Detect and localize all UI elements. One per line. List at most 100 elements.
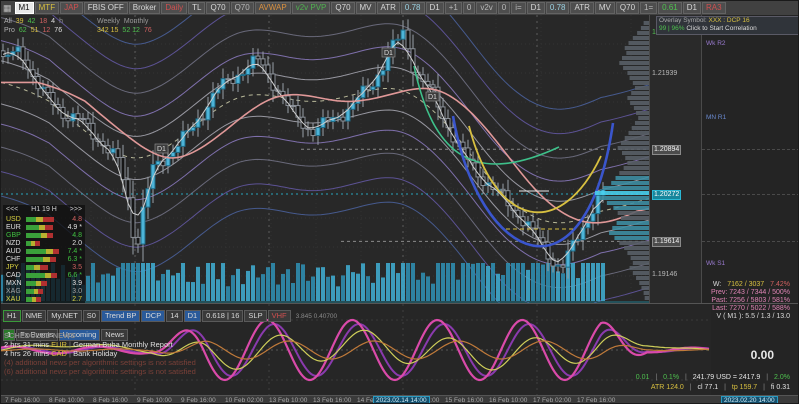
strength-value: 3.0 (72, 287, 82, 295)
indicator-button-d1[interactable]: D1 (183, 310, 202, 322)
toolbar-button-0-78[interactable]: 0.78 (545, 2, 570, 14)
price-axis[interactable]: 1.225091.219391.208941.202721.196141.191… (650, 15, 702, 303)
text-part: 76 (143, 27, 152, 34)
strength-bar-segment (43, 216, 54, 222)
text-part: 18 (39, 18, 48, 25)
time-label: 17 Feb 16:00 (577, 397, 616, 404)
text-part: 42 (27, 18, 36, 25)
atr-info: ATR 124.0 | cl 77.1 | tp 159.7 | fi 0.31 (651, 384, 794, 391)
toolbar-button-0[interactable]: 0 (497, 2, 511, 14)
text-part: 2.0% (774, 374, 790, 381)
toolbar-button-q70[interactable]: Q70 (206, 2, 230, 14)
strength-bar-segment (35, 240, 40, 246)
toolbar-button-q70[interactable]: Q70 (615, 2, 640, 14)
indicator-button-my-net[interactable]: My.NET (47, 310, 82, 322)
currency-code: EUR (6, 223, 21, 231)
volume-stats: W: 7162 / 3037 7.42% Prev: 7243 / 7344 / … (711, 281, 794, 321)
indicator-toolbar-row1: H1 NME My.NET S0 Trend BP DCP 14 D1 0.618 | 16 SL… (3, 305, 337, 323)
strength-bar-segment (26, 256, 43, 262)
toolbar-button-d1[interactable]: D1 (425, 2, 444, 14)
time-axis[interactable]: 7 Feb 16:00 8 Feb 10:00 8 Feb 16:00 9 Feb 1… (1, 395, 798, 404)
toolbar-button-d1[interactable]: D1 (526, 2, 545, 14)
indicator-button-trend-bp[interactable]: Trend BP (100, 310, 141, 322)
svg-text:D1: D1 (157, 146, 166, 153)
toolbar-button-i-[interactable]: i= (511, 2, 526, 14)
toolbar-button-d1[interactable]: D1 (682, 2, 701, 14)
text-part: 4 (51, 18, 56, 25)
indicator-button-14[interactable]: 14 (166, 310, 183, 322)
svg-text:D1: D1 (428, 94, 437, 101)
overlay-symbol-value: XXX : DCP 16 (708, 17, 750, 24)
strength-bar-segment (36, 280, 41, 286)
oscillator-plot (1, 304, 711, 396)
indicator-button-h1[interactable]: H1 (3, 310, 21, 322)
strength-bar (26, 264, 48, 270)
indicator-button-0-618-16[interactable]: 0.618 | 16 (202, 310, 244, 322)
toolbar-button-q70[interactable]: Q70 (331, 2, 355, 14)
indicator-button-slp[interactable]: SLP (244, 310, 267, 322)
toolbar-button-0-61[interactable]: 0.61 (658, 2, 682, 14)
toolbar-button-daily[interactable]: Daily (161, 2, 188, 14)
strength-bar (26, 272, 57, 278)
indicator-button-vhf[interactable]: VHF (267, 310, 291, 322)
strength-bar (26, 240, 40, 246)
oscillator-axis: 0.00 (711, 303, 798, 396)
text-part: Past: 7256 / 5803 / 581% (711, 297, 790, 304)
toolbar-button-atr[interactable]: ATR (376, 2, 400, 14)
strength-scroll-left[interactable]: <<< (6, 206, 19, 213)
toolbar-button-1-[interactable]: 1= (640, 2, 658, 14)
time-label: 7 Feb 16:00 (5, 397, 40, 404)
toolbar-button-0-78[interactable]: 0.78 (400, 2, 425, 14)
start-correlation-link[interactable]: Click to Start Correlation (686, 25, 757, 32)
oscillator-value: 0.00 (750, 348, 774, 362)
currency-code: XAG (6, 287, 21, 295)
strength-bar-segment (45, 224, 53, 230)
strength-row: JPY 3.5 (4, 263, 84, 271)
text-part: 52 12 (122, 27, 140, 34)
toolbar-button-mtf[interactable]: MTF (34, 2, 60, 14)
toolbar-button-v2v[interactable]: v2v (476, 2, 497, 14)
indicator-button-s0[interactable]: S0 (82, 310, 100, 322)
indicator-button-nme[interactable]: NME (21, 310, 47, 322)
toolbar-button-v2v-pvp[interactable]: v2v PVP (291, 2, 331, 14)
toolbar-button-0[interactable]: 0 (462, 2, 476, 14)
strength-bar-segment (26, 280, 36, 286)
toolbar-button-avwap[interactable]: AVWAP (254, 2, 291, 14)
toolbar-button-m1[interactable]: M1 (14, 2, 34, 14)
toolbar-button-mv[interactable]: MV (355, 2, 376, 14)
indicator-toolbar: H1 NME My.NET S0 Trend BP DCP 14 D1 0.618 | 16 SL… (3, 305, 337, 342)
toolbar-button-broker[interactable]: Broker (128, 2, 161, 14)
overlay-correlation-box[interactable]: Overlay Symbol: XXX : DCP 16 99 | 96% Cl… (656, 16, 798, 35)
strength-row: USD 4.8 (4, 215, 84, 223)
price-axis-label: 1.21939 (652, 70, 678, 77)
toolbar-button-tl[interactable]: TL (188, 2, 206, 14)
news-tab-fx-events[interactable]: Fx Events (16, 329, 58, 341)
toolbar-button--1[interactable]: +1 (444, 2, 462, 14)
toolbar-button-q70[interactable]: Q70 (230, 2, 254, 14)
main-chart[interactable]: D1 D1 D1 All 39 42 18 4 h Pro 62 51 12 76 Weekly Mont… (1, 15, 650, 303)
text-part: Pro (4, 27, 15, 34)
news-tab-news[interactable]: News (101, 329, 129, 341)
overlay-symbol-line: Overlay Symbol: XXX : DCP 16 (659, 17, 798, 25)
toolbar-button-fbis-off[interactable]: FBIS OFF (83, 2, 128, 14)
toolbar-button-mv[interactable]: MV (594, 2, 615, 14)
text-part: 39 (15, 18, 24, 25)
strength-row: MXN 3.9 (4, 279, 84, 287)
legend-line: Weekly Monthly (97, 17, 156, 26)
strength-row: EUR 4.9 * (4, 223, 84, 231)
indicator-button-dcp[interactable]: DCP (141, 310, 166, 322)
toolbar-button-ra3[interactable]: RA3 (701, 2, 726, 14)
stats-row: V ( M1 ): 5.5 / 1.3 / 13.0 (711, 313, 794, 321)
strength-scroll-right[interactable]: >>> (69, 206, 82, 213)
strength-bar (26, 216, 54, 222)
strength-bar-segment (31, 240, 35, 246)
toolbar-button-jap[interactable]: JAP (60, 2, 83, 14)
selected-time-marker: 2023.02.14 14:00 (373, 396, 430, 403)
legend-line: All 39 42 18 4 h (4, 17, 67, 26)
news-tab-upcoming[interactable]: Upcoming (58, 329, 101, 341)
strength-bar-segment (26, 240, 31, 246)
currency-code: USD (6, 215, 21, 223)
news-tab-1[interactable]: 1 (3, 329, 16, 341)
toolbar-button-atr[interactable]: ATR (570, 2, 594, 14)
candlestick-chart[interactable]: D1 D1 D1 (1, 15, 649, 303)
